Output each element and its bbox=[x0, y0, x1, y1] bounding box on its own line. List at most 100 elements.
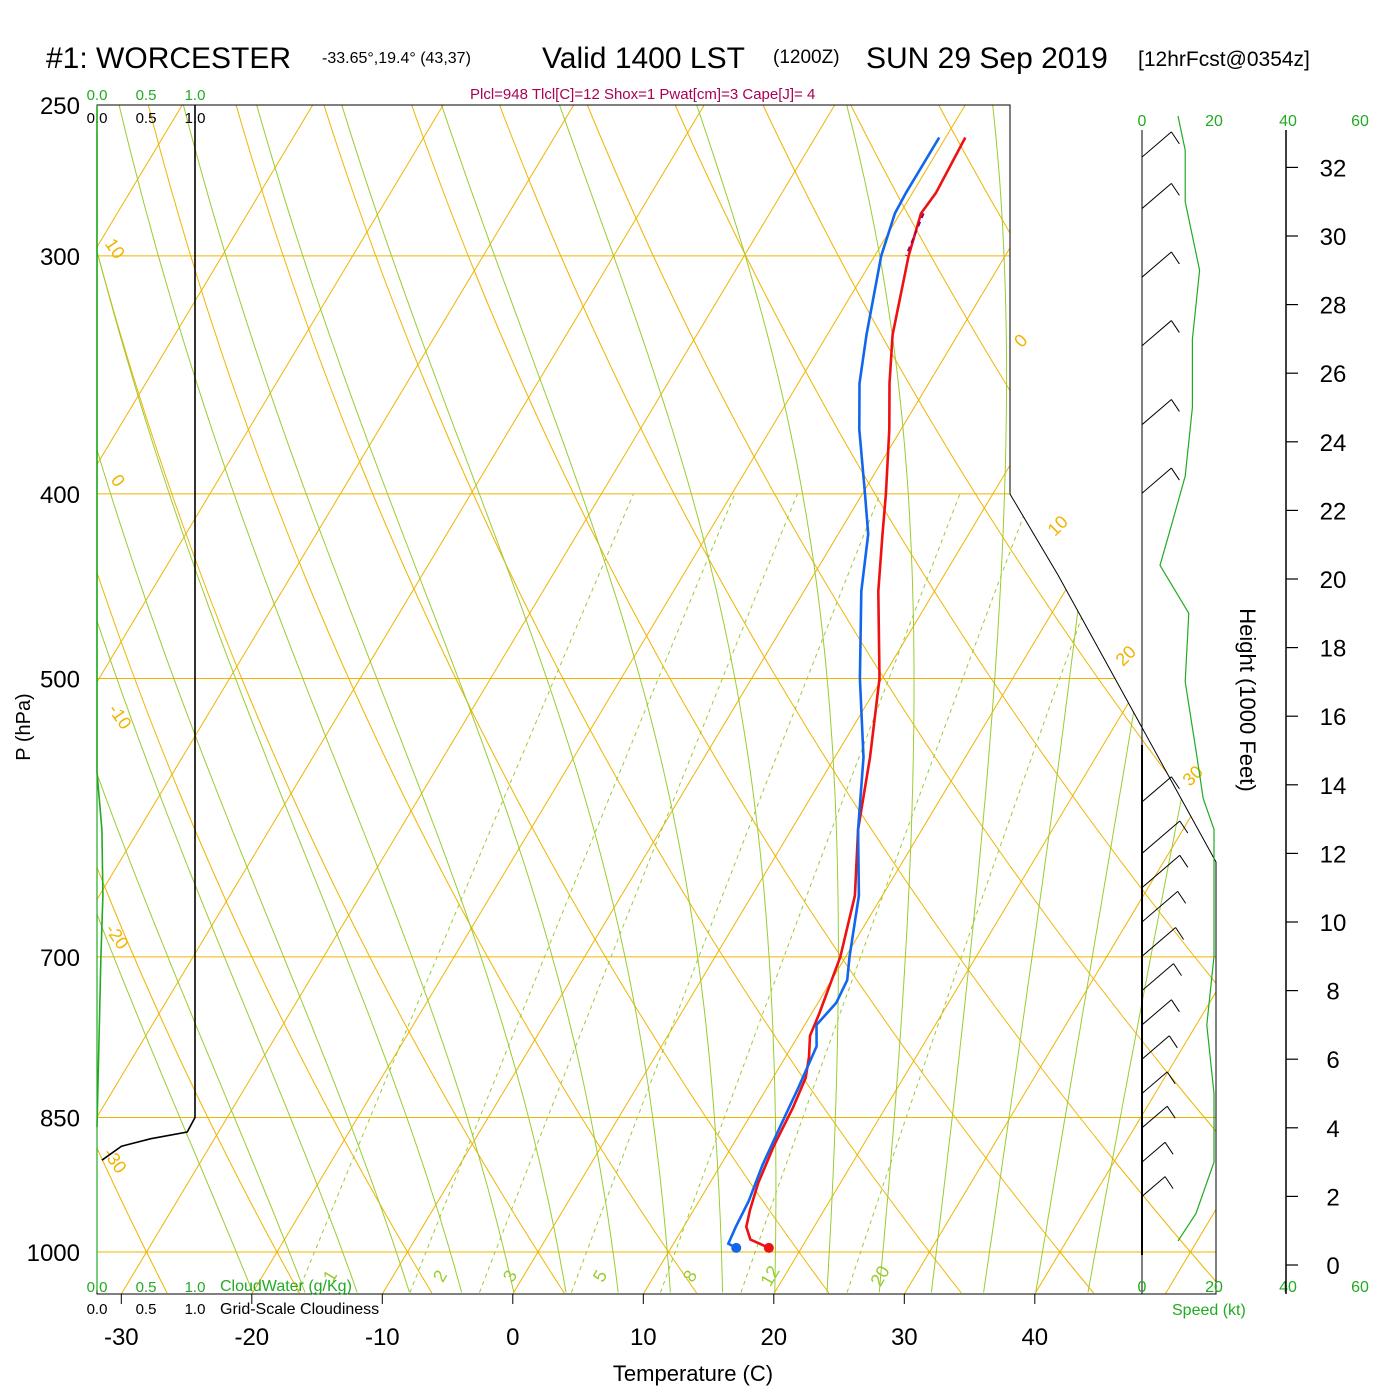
moist-adiabat-line bbox=[559, 105, 777, 1293]
isotherm-line bbox=[120, 105, 836, 1294]
cloudwater-scale-label: 1.0 bbox=[185, 1279, 206, 1296]
pressure-tick-label: 700 bbox=[40, 945, 80, 972]
wind-barb-flag bbox=[1168, 1035, 1178, 1049]
mixing-ratio-label: 5 bbox=[589, 1267, 611, 1286]
pressure-tick-label: 1000 bbox=[27, 1240, 80, 1267]
mixing-ratio-label: 8 bbox=[679, 1267, 701, 1286]
dry-adiabat-line bbox=[411, 105, 1095, 1294]
mixing-ratio-label: 2 bbox=[429, 1267, 451, 1286]
wind-barb-flag bbox=[1173, 963, 1182, 976]
wind-barb bbox=[1141, 1176, 1166, 1197]
wind-barb-flag bbox=[1164, 1142, 1174, 1155]
isotherm-line bbox=[642, 105, 1216, 1294]
speed-tick-label: 60 bbox=[1351, 1279, 1369, 1296]
wind-barb-flag bbox=[1170, 183, 1180, 196]
wind-barb-flag bbox=[1170, 467, 1180, 481]
temperature-tick-label: -30 bbox=[104, 1324, 139, 1351]
dry-adiabat-line bbox=[235, 105, 830, 1294]
isotherm-line bbox=[773, 105, 1216, 1294]
temperature-tick-label: 20 bbox=[760, 1324, 787, 1351]
temperature-surface-point bbox=[763, 1242, 774, 1253]
wind-barb-flag bbox=[1170, 320, 1180, 333]
dry-adiabat-label: 30 bbox=[1179, 762, 1207, 790]
cloudiness-scale-label: 0.0 bbox=[87, 1301, 108, 1318]
cloudiness-scale-label: 0.5 bbox=[136, 1301, 157, 1318]
isotherm-line bbox=[97, 105, 444, 1294]
wind-barb-flag bbox=[1177, 891, 1187, 904]
temperature-axis-title: Temperature (C) bbox=[613, 1361, 773, 1386]
dry-adiabat-label: 0 bbox=[107, 471, 129, 491]
wind-barb-flag bbox=[1170, 399, 1180, 412]
height-axis-title: Height (1000 Feet) bbox=[1235, 608, 1260, 791]
moist-adiabat-line bbox=[983, 105, 1121, 1293]
mixing-ratio-line bbox=[660, 493, 961, 1293]
dry-adiabat-line bbox=[1201, 105, 1216, 1294]
speed-tick-label: 20 bbox=[1205, 113, 1223, 130]
height-tick-label: 12 bbox=[1320, 841, 1347, 868]
pressure-tick-label: 250 bbox=[40, 93, 80, 120]
height-tick-label: 8 bbox=[1326, 979, 1339, 1006]
pressure-axis: 250 300 400 500 700 850 1000 bbox=[27, 93, 80, 1267]
plot-frame bbox=[96, 104, 1217, 1295]
moist-adiabat-line bbox=[97, 105, 463, 1293]
dry-adiabat-line bbox=[1290, 105, 1400, 1293]
wind-barb bbox=[1141, 820, 1181, 854]
moist-adiabat-line bbox=[696, 105, 839, 1293]
cloudwater-scale-label: 0.5 bbox=[136, 87, 157, 104]
dewpoint-surface-point bbox=[731, 1242, 742, 1253]
forecast-label: [12hrFcst@0354z] bbox=[1138, 48, 1310, 71]
dewpoint-line bbox=[726, 136, 941, 1250]
wind-barb bbox=[1141, 131, 1172, 158]
speed-legend: Speed (kt) bbox=[1172, 1302, 1246, 1319]
cloudwater-line bbox=[96, 105, 104, 1128]
utc-time: (1200Z) bbox=[773, 47, 840, 68]
dry-adiabat-label: -10 bbox=[104, 700, 135, 733]
temperature-tick-label: 0 bbox=[506, 1324, 519, 1351]
height-tick-label: 28 bbox=[1320, 293, 1347, 320]
height-tick-label: 10 bbox=[1320, 910, 1347, 937]
station-title: #1: WORCESTER bbox=[46, 42, 291, 75]
temperature-axis: -30 -20 -10 0 10 20 30 40 bbox=[104, 1294, 1048, 1351]
moist-adiabat-line bbox=[97, 105, 306, 1293]
moist-adiabat-line bbox=[256, 105, 619, 1293]
skewt-grid bbox=[97, 105, 1400, 1294]
height-tick-label: 22 bbox=[1320, 498, 1347, 525]
dry-adiabat-line bbox=[1378, 105, 1400, 1293]
dry-adiabat-line bbox=[674, 105, 1216, 1294]
wind-barb-flag bbox=[1175, 927, 1185, 940]
wind-barb-flag bbox=[1166, 1105, 1176, 1119]
isotherm-line bbox=[97, 105, 705, 1294]
wind-barb bbox=[1141, 399, 1172, 426]
speed-tick-label: 0 bbox=[1138, 1279, 1147, 1296]
height-tick-label: 32 bbox=[1320, 155, 1347, 182]
height-tick-label: 0 bbox=[1326, 1253, 1339, 1280]
wind-barb-flag bbox=[1164, 1176, 1174, 1189]
dry-adiabat-line bbox=[762, 105, 1216, 1294]
station-coords: -33.65°,19.4° (43,37) bbox=[322, 50, 471, 67]
moist-adiabat-line bbox=[182, 105, 567, 1293]
pressure-tick-label: 400 bbox=[40, 482, 80, 509]
wind-barb-flag bbox=[1179, 855, 1189, 868]
moist-adiabat-line bbox=[118, 105, 515, 1293]
wind-barb-flag bbox=[1170, 251, 1180, 265]
height-tick-label: 4 bbox=[1326, 1116, 1339, 1143]
isotherm-line bbox=[1164, 105, 1216, 1294]
moist-adiabat-line bbox=[97, 105, 358, 1293]
temperature-tick-label: 30 bbox=[891, 1324, 918, 1351]
sounding-traces bbox=[726, 136, 967, 1253]
dry-adiabat-line bbox=[499, 105, 1216, 1294]
height-tick-label: 14 bbox=[1320, 773, 1347, 800]
wind-barb bbox=[1141, 891, 1179, 923]
dry-adiabat-label: 10 bbox=[101, 235, 129, 263]
moist-adiabat-line bbox=[441, 105, 724, 1293]
moist-adiabat-line bbox=[97, 105, 410, 1293]
height-tick-label: 30 bbox=[1320, 224, 1347, 251]
isotherm-line bbox=[903, 105, 1216, 1294]
wind-barb-flag bbox=[1166, 1071, 1176, 1085]
mixing-ratio-line bbox=[740, 493, 1033, 1293]
dry-adiabat-line bbox=[1026, 105, 1216, 1294]
moist-adiabat-line bbox=[341, 105, 671, 1293]
mixing-ratio-line bbox=[570, 493, 881, 1293]
speed-tick-label: 40 bbox=[1279, 1279, 1297, 1296]
pressure-tick-label: 850 bbox=[40, 1106, 80, 1133]
